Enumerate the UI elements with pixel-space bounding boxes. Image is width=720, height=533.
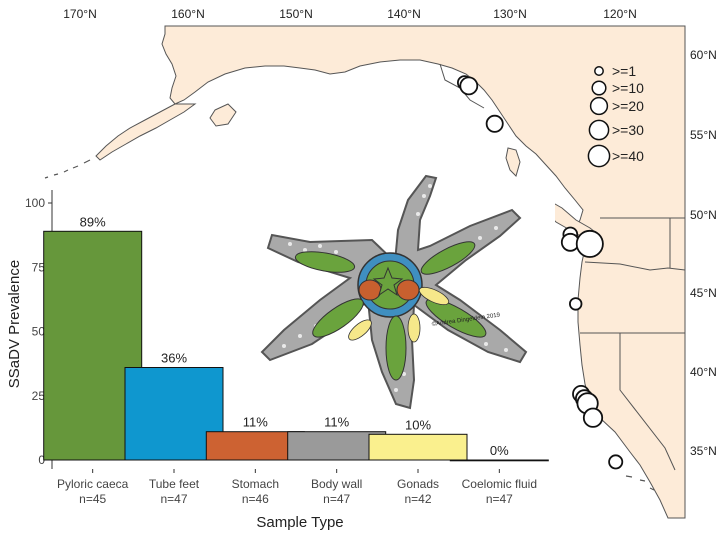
sea-star-body (260, 174, 528, 410)
site-marker (575, 229, 604, 258)
bar (43, 230, 143, 461)
bar (449, 459, 549, 462)
sea-star-illustration: ©Andrea Dingeldein 2019 (260, 174, 528, 410)
latitude-label: 60°N (690, 48, 717, 62)
y-tick-label: 25 (32, 389, 46, 403)
bars: 89% 36% 11% 11% 10% 0% (43, 214, 549, 462)
bar-value-label: 89% (80, 214, 106, 229)
size-legend: >=1>=10 >=20 >=30 >=40 (587, 63, 644, 168)
bar-value-label: 11% (324, 415, 349, 430)
y-tick-label: 75 (32, 260, 46, 274)
size-legend-label: >=30 (612, 122, 644, 138)
x-tick-label: Coelomic fluid (462, 477, 537, 491)
size-legend-circle (591, 80, 607, 96)
bar-value-label: 10% (405, 417, 431, 432)
size-legend-circle (588, 119, 610, 141)
x-tick-label: Body wall (311, 477, 362, 491)
longitude-label: 120°N (603, 7, 637, 21)
longitude-labels: 170°N 160°N 150°N 140°N 130°N 120°N (63, 7, 637, 21)
size-legend-label: >=40 (612, 148, 644, 164)
x-sample-size-label: n=47 (160, 492, 187, 506)
x-sample-size-label: n=47 (486, 492, 513, 506)
latitude-label: 50°N (690, 208, 717, 222)
land-kodiak (209, 103, 237, 127)
size-legend-circle (589, 96, 609, 116)
site-marker (459, 76, 479, 96)
longitude-label: 160°N (171, 7, 205, 21)
border-california-nevada (619, 333, 676, 471)
map-panel: 170°N 160°N 150°N 140°N 130°N 120°N 60°N 55°N 5… (44, 7, 717, 519)
longitude-label: 140°N (387, 7, 421, 21)
size-legend-circle (594, 66, 604, 76)
x-tick-label: Tube feet (149, 477, 200, 491)
x-sample-size-label: n=42 (404, 492, 431, 506)
bar-value-label: 36% (161, 351, 187, 366)
site-marker (608, 454, 624, 470)
size-legend-label: >=10 (612, 80, 644, 96)
x-tick-label: Stomach (232, 477, 279, 491)
border-washington-oregon (584, 261, 686, 271)
bar-value-label: 0% (490, 443, 509, 458)
land-alaska-peninsula (95, 103, 197, 161)
bar-value-label: 11% (243, 415, 268, 430)
site-marker (485, 114, 504, 133)
y-tick-label: 50 (32, 325, 46, 339)
longitude-label: 150°N (279, 7, 313, 21)
x-sample-size-label: n=45 (79, 492, 106, 506)
x-sample-size-label: n=46 (242, 492, 269, 506)
y-tick-label: 0 (38, 453, 45, 467)
x-tick-label: Pyloric caeca (57, 477, 129, 491)
x-axis-title: Sample Type (256, 514, 343, 531)
size-legend-circle (587, 144, 611, 168)
longitude-label: 170°N (63, 7, 97, 21)
land-aleutians (44, 159, 91, 179)
y-tick-label: 100 (25, 196, 45, 210)
latitude-label: 40°N (690, 365, 717, 379)
latitude-label: 45°N (690, 286, 717, 300)
latitude-label: 35°N (690, 444, 717, 458)
latitude-label: 55°N (690, 128, 717, 142)
x-sample-size-label: n=47 (323, 492, 350, 506)
longitude-label: 130°N (493, 7, 527, 21)
x-tick-label: Gonads (397, 477, 439, 491)
site-marker (569, 297, 583, 311)
site-marker (582, 407, 604, 428)
bar (368, 433, 468, 461)
land-haida-gwaii (505, 147, 521, 177)
size-legend-label: >=20 (612, 98, 644, 114)
sampling-sites (456, 75, 624, 470)
latitude-labels: 60°N 55°N 50°N 45°N 40°N 35°N (690, 48, 717, 458)
y-axis-title: SSaDV Prevalence (6, 260, 23, 388)
land-channel-islands (625, 475, 655, 491)
size-legend-label: >=1 (612, 63, 636, 79)
